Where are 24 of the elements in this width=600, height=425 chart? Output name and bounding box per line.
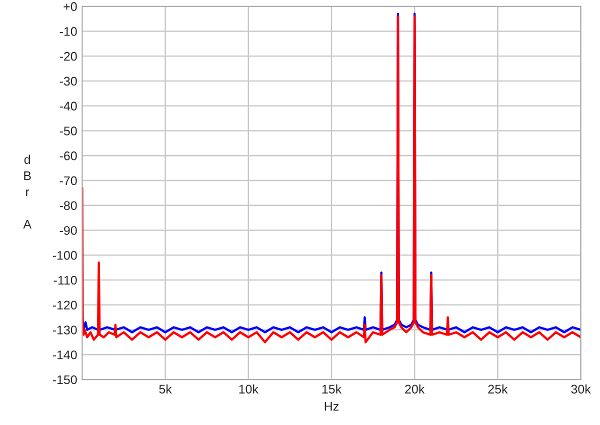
- text: dBr A: [23, 154, 32, 229]
- y-tick-label: +0: [64, 2, 77, 12]
- y-tick-label: -80: [60, 201, 77, 210]
- y-tick-label: -70: [60, 176, 77, 186]
- y-tick-label: -20: [60, 52, 77, 61]
- x-tick-label: 10k: [239, 384, 258, 394]
- y-tick-label: -120: [52, 300, 77, 310]
- y-tick-label: -60: [60, 151, 77, 160]
- y-tick-label: -150: [52, 375, 77, 384]
- y-tick-label: -40: [60, 102, 77, 111]
- x-tick-label: 25k: [488, 384, 508, 394]
- x-tick-label: 30k: [571, 384, 591, 394]
- y-tick-label: -100: [52, 250, 77, 260]
- y-tick-label: -130: [52, 326, 77, 334]
- y-tick-label: -110: [54, 276, 77, 285]
- y-tick-label: -90: [60, 226, 77, 235]
- x-tick-label: 5k: [159, 384, 172, 394]
- x-tick-label: 15k: [322, 384, 342, 394]
- x-axis-title: Hz: [324, 402, 339, 411]
- y-tick-label: -30: [60, 76, 77, 86]
- y-tick-label: -140: [52, 350, 77, 360]
- x-tick-label: 20k: [405, 384, 425, 394]
- y-tick-label: -10: [60, 27, 77, 36]
- y-tick-label: -50: [60, 126, 77, 136]
